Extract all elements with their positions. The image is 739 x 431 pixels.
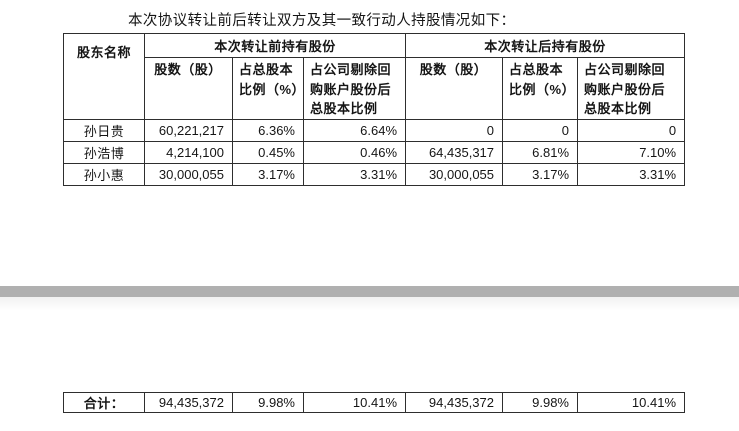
header-line: 总股本比例: [584, 101, 652, 116]
shareholder-name: 孙浩博: [63, 141, 145, 164]
shareholding-table: 股东名称 本次转让前持有股份 本次转让后持有股份 股数（股） 占总股本 比例（%…: [63, 33, 686, 186]
header-line: 占总股本: [239, 62, 294, 77]
before-pct-excl-value: 0.46%: [302, 141, 407, 164]
shareholder-name: 孙日贵: [63, 119, 145, 142]
total-before-shares: 94,435,372: [144, 392, 233, 413]
table-header-row-groups: 股东名称 本次转让前持有股份 本次转让后持有股份: [63, 33, 686, 120]
header-group-after-transfer: 本次转让后持有股份: [405, 33, 686, 58]
shareholding-table-total-row: 合计： 94,435,372 9.98% 10.41% 94,435,372 9…: [63, 392, 685, 413]
header-group-before-transfer: 本次转让前持有股份: [143, 33, 407, 58]
header-before-pct-excl-buyback: 占公司剔除回 购账户股份后 总股本比例: [302, 57, 407, 120]
header-line: 购账户股份后: [310, 81, 392, 97]
before-pct-value: 6.36%: [232, 119, 304, 142]
total-after-pct-excl: 10.41%: [577, 392, 685, 413]
header-before-pct-of-capital: 占总股本 比例（%）: [232, 57, 304, 120]
table-header-row-subcolumns: 股数（股） 占总股本 比例（%） 占公司剔除回 购账户股份后 总股本比例 股数（…: [64, 57, 686, 120]
total-label: 合计：: [63, 392, 145, 413]
after-pct-excl-value: 3.31%: [577, 163, 686, 186]
header-after-pct-excl-buyback: 占公司剔除回 购账户股份后 总股本比例: [577, 57, 686, 120]
header-after-pct-of-capital: 占总股本 比例（%）: [502, 57, 579, 120]
header-line: 占公司剔除回: [584, 62, 666, 77]
total-before-pct-excl: 10.41%: [303, 392, 406, 413]
before-shares-value: 4,214,100: [144, 141, 233, 164]
after-shares-value: 30,000,055: [405, 163, 504, 186]
header-line: 购账户股份后: [584, 81, 666, 97]
before-shares-value: 30,000,055: [144, 163, 233, 186]
header-shareholder-name: 股东名称: [63, 33, 145, 120]
header-line: 总股本比例: [310, 101, 378, 116]
after-pct-value: 3.17%: [502, 163, 579, 186]
header-line: 占总股本: [509, 62, 564, 77]
page-break-band: [0, 286, 739, 297]
header-before-shares: 股数（股）: [144, 57, 233, 120]
shareholder-name: 孙小惠: [63, 163, 145, 186]
page-break-shadow: [0, 297, 739, 311]
after-pct-excl-value: 0: [577, 119, 686, 142]
table-row: 孙小惠 30,000,055 3.17% 3.31% 30,000,055 3.…: [63, 163, 686, 186]
before-pct-value: 0.45%: [232, 141, 304, 164]
intro-paragraph: 本次协议转让前后转让双方及其一致行动人持股情况如下：: [128, 13, 516, 29]
header-line: 比例（%）: [509, 81, 576, 97]
total-after-pct: 9.98%: [502, 392, 578, 413]
header-line: 占公司剔除回: [310, 62, 392, 77]
after-pct-value: 6.81%: [502, 141, 579, 164]
table-row: 孙浩博 4,214,100 0.45% 0.46% 64,435,317 6.8…: [63, 141, 686, 164]
total-after-shares: 94,435,372: [405, 392, 503, 413]
before-pct-excl-value: 3.31%: [302, 163, 407, 186]
after-shares-value: 0: [405, 119, 504, 142]
after-shares-value: 64,435,317: [405, 141, 504, 164]
after-pct-excl-value: 7.10%: [577, 141, 686, 164]
table-row: 孙日贵 60,221,217 6.36% 6.64% 0 0 0: [63, 119, 686, 142]
total-row: 合计： 94,435,372 9.98% 10.41% 94,435,372 9…: [63, 392, 685, 413]
before-pct-excl-value: 6.64%: [302, 119, 407, 142]
total-before-pct: 9.98%: [232, 392, 304, 413]
header-line: 比例（%）: [239, 81, 304, 97]
header-after-shares: 股数（股）: [405, 57, 504, 120]
after-pct-value: 0: [502, 119, 579, 142]
before-shares-value: 60,221,217: [144, 119, 233, 142]
before-pct-value: 3.17%: [232, 163, 304, 186]
